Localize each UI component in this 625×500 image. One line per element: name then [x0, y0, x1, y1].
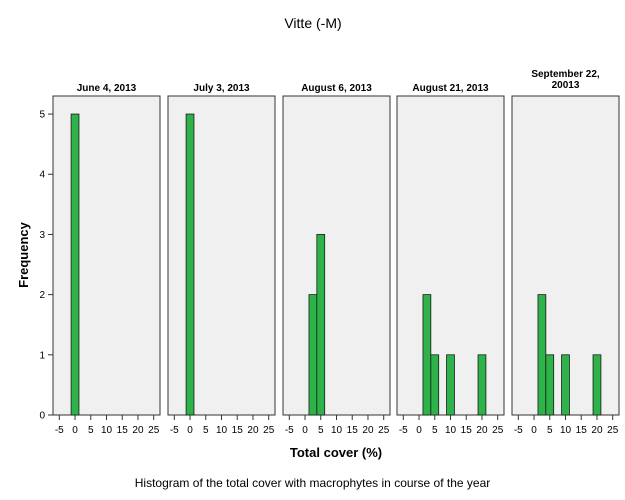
x-tick-label: 20	[476, 425, 488, 436]
panel-3-background	[282, 95, 391, 416]
panel-2-title: July 3, 2013	[193, 83, 250, 94]
x-tick-label: 10	[560, 425, 572, 436]
panel-5-title: September 22,	[531, 69, 600, 80]
x-tick-label: 5	[432, 425, 438, 436]
panel-4-title: August 21, 2013	[412, 83, 489, 94]
panel-3-bar-1	[308, 294, 318, 416]
panel-5-bar-3	[561, 354, 570, 416]
x-tick-label: 5	[88, 425, 94, 436]
x-tick-label: 5	[203, 425, 209, 436]
x-tick-label: -5	[514, 425, 523, 436]
x-tick-label: 20	[362, 425, 374, 436]
x-tick-label: 5	[547, 425, 553, 436]
x-tick-label: 15	[232, 425, 244, 436]
panel-2-background	[167, 95, 276, 416]
x-axis-label: Total cover (%)	[290, 445, 382, 460]
panel-4-bar-1	[422, 294, 432, 416]
x-tick-label: -5	[285, 425, 294, 436]
y-tick-label: 1	[39, 350, 45, 361]
x-tick-label: 15	[117, 425, 129, 436]
x-tick-label: 20	[247, 425, 259, 436]
x-tick-label: 0	[531, 425, 537, 436]
x-tick-label: 10	[216, 425, 228, 436]
x-tick-label: 0	[187, 425, 193, 436]
histogram-chart: Vitte (-M) Frequency Total cover (%) Jun…	[16, 15, 620, 460]
panel-5-bar-1	[537, 294, 547, 416]
x-tick-label: 25	[607, 425, 619, 436]
x-tick-label: -5	[399, 425, 408, 436]
y-tick-label: 3	[39, 230, 45, 241]
panel-4-bar-4	[477, 354, 487, 416]
panel-1-title: June 4, 2013	[77, 83, 137, 94]
x-tick-label: 25	[263, 425, 275, 436]
panel-3-title: August 6, 2013	[301, 83, 372, 94]
panel-3-bar-2	[316, 234, 326, 416]
x-tick-label: 15	[576, 425, 588, 436]
x-tick-label: 0	[72, 425, 78, 436]
x-tick-label: 15	[347, 425, 359, 436]
chart-title: Vitte (-M)	[284, 15, 341, 31]
panel-4-bar-3	[446, 354, 455, 416]
x-tick-label: 25	[378, 425, 390, 436]
panel-1-background	[52, 95, 161, 416]
y-tick-label: 5	[39, 110, 45, 121]
x-tick-label: 25	[148, 425, 160, 436]
x-tick-label: 25	[492, 425, 504, 436]
x-tick-label: 10	[445, 425, 457, 436]
y-tick-label: 0	[39, 411, 45, 422]
y-tick-label: 4	[39, 170, 45, 181]
panel-5-bar-4	[592, 354, 602, 416]
x-tick-label: -5	[55, 425, 64, 436]
panel-5-title: 20013	[552, 80, 580, 91]
x-tick-label: 10	[101, 425, 113, 436]
x-tick-label: -5	[170, 425, 179, 436]
x-tick-label: 0	[416, 425, 422, 436]
panel-4-bar-2	[430, 354, 440, 416]
panel-2-bar-1	[185, 113, 195, 416]
y-axis-label: Frequency	[16, 221, 31, 288]
x-tick-label: 15	[461, 425, 473, 436]
x-tick-label: 10	[331, 425, 343, 436]
panel-5-bar-2	[545, 354, 555, 416]
x-tick-label: 20	[132, 425, 144, 436]
x-tick-label: 0	[302, 425, 308, 436]
x-tick-label: 5	[318, 425, 324, 436]
x-tick-label: 20	[591, 425, 603, 436]
y-tick-label: 2	[39, 290, 45, 301]
figure-caption: Histogram of the total cover with macrop…	[134, 476, 491, 490]
panel-1-bar-1	[70, 113, 80, 416]
